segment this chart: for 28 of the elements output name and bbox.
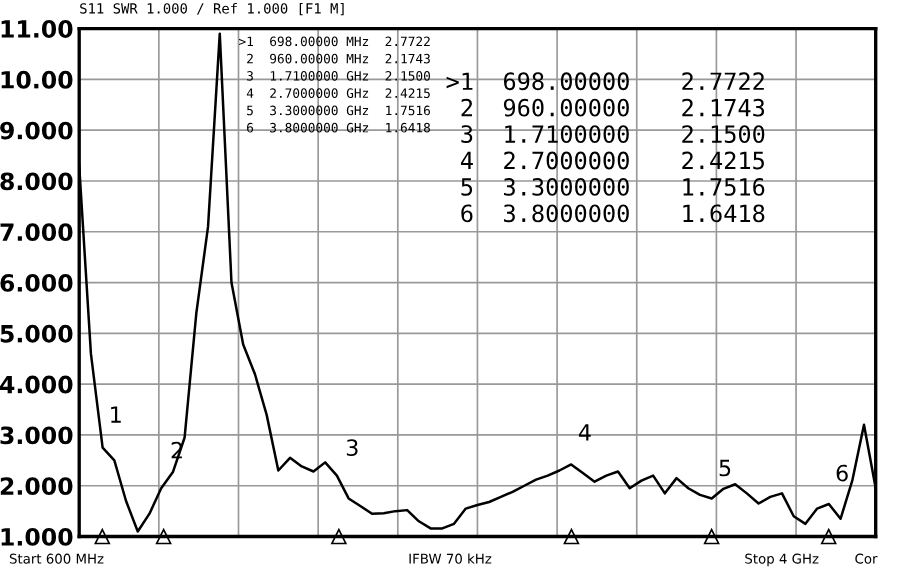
- annotation: 5 3.3000000: [461, 177, 629, 196]
- annotation: 2.7722: [682, 72, 764, 90]
- y-tick-label: 10.00: [1, 70, 73, 89]
- y-tick-label: 11.00: [1, 20, 73, 38]
- y-tick-label: 6.000: [0, 274, 73, 292]
- annotation: 5: [719, 459, 731, 477]
- annotation: 1.7516: [683, 177, 765, 196]
- y-tick-label: 3.000: [0, 426, 73, 445]
- annotation: 2.1500: [682, 125, 765, 143]
- y-tick-label: 1.000: [1, 527, 73, 546]
- annotation: 4: [578, 424, 591, 441]
- annotation: 6 3.8000000: [461, 204, 629, 223]
- annotation: 1.6418: [683, 204, 765, 223]
- annotation: 1: [111, 406, 121, 423]
- y-tick-label: 8.000: [0, 172, 73, 191]
- y-tick-label: 7.000: [0, 223, 73, 242]
- annotation: 3 1.7100000: [461, 125, 629, 143]
- annotation: 2.1743: [682, 98, 765, 117]
- annotation: 3: [346, 439, 358, 457]
- y-tick-label: 5.000: [0, 324, 73, 343]
- y-tick-label: 4.000: [0, 375, 73, 394]
- annotation: >1 698.00000: [446, 72, 629, 91]
- annotation: 4 2.7000000: [460, 151, 629, 170]
- y-tick-label: 9.000: [0, 121, 73, 140]
- annotation: 2 960.00000: [461, 98, 629, 117]
- annotation: 2.4215: [682, 151, 764, 170]
- y-tick-label: 2.000: [0, 477, 73, 496]
- annotation: 6: [836, 464, 848, 482]
